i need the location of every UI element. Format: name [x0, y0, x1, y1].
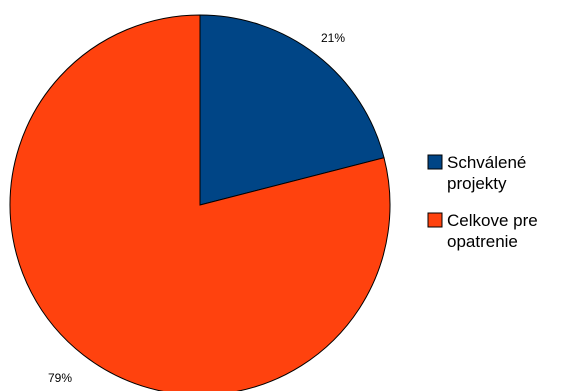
legend-item-2: Celkove pre opatrenie: [427, 211, 538, 251]
pie-slice-2: [9, 14, 391, 391]
pie-slices: [9, 14, 391, 391]
slice-data-label-2: 79%: [48, 371, 72, 385]
legend: Schválené projekty Celkove pre opatrenie: [427, 153, 538, 251]
legend-label-2-line-2: opatrenie: [447, 232, 518, 251]
legend-label-2-line-1: Celkove pre: [447, 211, 538, 230]
legend-swatch-1: [427, 154, 443, 170]
legend-label-1-line-1: Schválené: [447, 153, 526, 172]
pie-slice-1: [199, 14, 385, 206]
data-labels: 21% 79%: [48, 31, 345, 385]
legend-swatch-2: [427, 212, 443, 228]
legend-item-1: Schválené projekty: [427, 153, 526, 193]
slice-data-label-1: 21%: [321, 31, 345, 45]
legend-label-1-line-2: projekty: [447, 174, 507, 193]
